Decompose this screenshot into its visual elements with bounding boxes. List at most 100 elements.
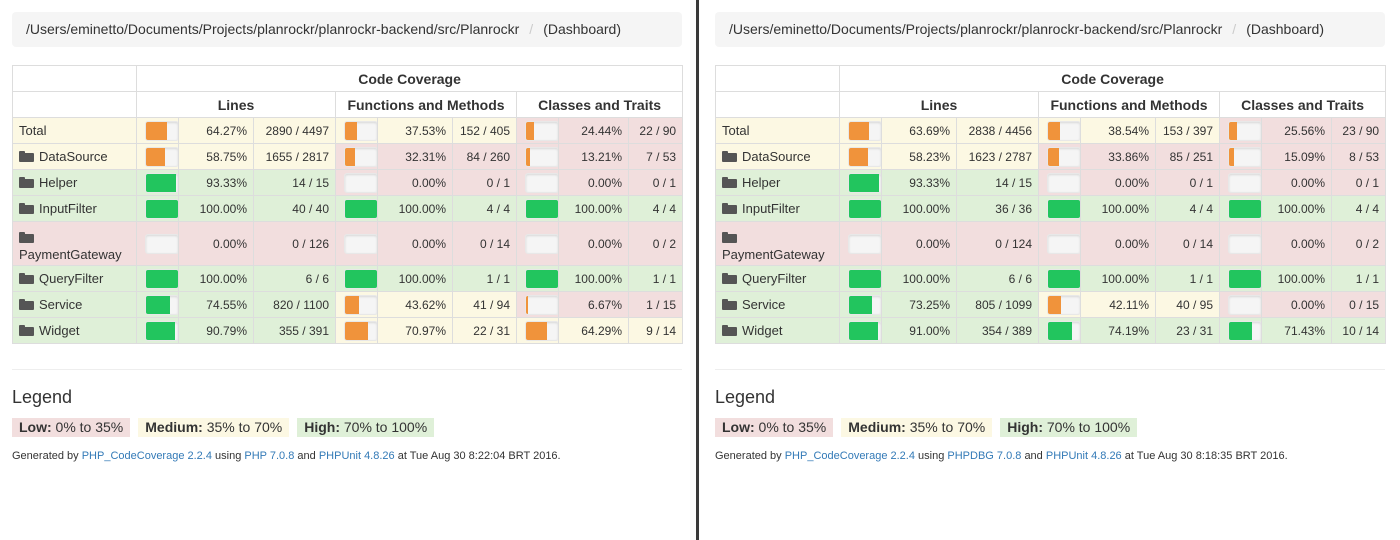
lines-percent: 0.00% <box>178 221 254 266</box>
directory-link[interactable]: Widget <box>742 323 783 338</box>
lines-progress-cell <box>839 265 882 292</box>
lines-count: 6 / 6 <box>253 265 336 292</box>
coverage-table: Code Coverage Lines Functions and Method… <box>12 65 684 344</box>
lines-count: 36 / 36 <box>956 195 1039 222</box>
directory-link[interactable]: Helper <box>742 175 781 190</box>
row-name-cell[interactable]: Service <box>12 291 137 318</box>
breadcrumb-path-link[interactable]: /Users/eminetto/Documents/Projects/planr… <box>729 21 1223 37</box>
directory-link[interactable]: Helper <box>39 175 78 190</box>
directory-link[interactable]: QueryFilter <box>39 271 104 286</box>
row-name-cell[interactable]: InputFilter <box>715 195 840 222</box>
row-name-cell[interactable]: PaymentGateway <box>12 221 137 266</box>
header-code-coverage: Code Coverage <box>135 65 684 92</box>
breadcrumb-separator: / <box>529 21 534 37</box>
row-label: Total <box>722 123 750 138</box>
directory-link[interactable]: QueryFilter <box>742 271 807 286</box>
progress-bar <box>145 120 179 141</box>
classes-count: 1 / 1 <box>1330 265 1387 292</box>
lines-percent: 73.25% <box>881 291 957 318</box>
progress-fill <box>849 269 881 288</box>
classes-count: 23 / 90 <box>1330 117 1387 144</box>
lines-percent: 93.33% <box>178 169 254 196</box>
lines-progress-cell <box>839 143 882 170</box>
progress-bar <box>344 233 378 254</box>
row-name-cell[interactable]: QueryFilter <box>12 265 137 292</box>
folder-open-icon <box>722 232 737 243</box>
phpunit-link[interactable]: PHPUnit 4.8.26 <box>1045 450 1122 462</box>
header-classes: Classes and Traits <box>1218 91 1387 118</box>
directory-link[interactable]: DataSource <box>39 149 108 164</box>
generator-link[interactable]: PHP_CodeCoverage 2.2.4 <box>81 450 212 462</box>
row-name-cell[interactable]: DataSource <box>12 143 137 170</box>
runtime-link[interactable]: PHP 7.0.8 <box>244 450 295 462</box>
lines-percent: 100.00% <box>881 265 957 292</box>
header-code-coverage: Code Coverage <box>838 65 1387 92</box>
breadcrumb: /Users/eminetto/Documents/Projects/planr… <box>12 12 682 47</box>
row-name-cell[interactable]: InputFilter <box>12 195 137 222</box>
table-row: InputFilter 100.00% 40 / 40 100.00% 4 / 4 100… <box>12 195 684 222</box>
row-name-cell[interactable]: Helper <box>12 169 137 196</box>
funcs-count: 0 / 14 <box>452 221 517 266</box>
funcs-percent: 74.19% <box>1080 317 1156 344</box>
funcs-count: 1 / 1 <box>1155 265 1220 292</box>
progress-bar <box>344 320 378 341</box>
progress-bar <box>145 198 179 219</box>
lines-progress-cell <box>136 195 179 222</box>
progress-bar <box>1047 268 1081 289</box>
lines-count: 1623 / 2787 <box>956 143 1039 170</box>
classes-percent: 0.00% <box>558 221 629 266</box>
folder-open-icon <box>722 273 737 284</box>
directory-link[interactable]: Widget <box>39 323 80 338</box>
phpunit-link[interactable]: PHPUnit 4.8.26 <box>318 450 395 462</box>
directory-link[interactable]: InputFilter <box>39 201 97 216</box>
progress-fill <box>1048 121 1061 140</box>
progress-fill <box>345 269 377 288</box>
row-name-cell[interactable]: Widget <box>715 317 840 344</box>
row-name-cell[interactable]: Helper <box>715 169 840 196</box>
lines-count: 805 / 1099 <box>956 291 1039 318</box>
row-name-cell[interactable]: QueryFilter <box>715 265 840 292</box>
runtime-link[interactable]: PHPDBG 7.0.8 <box>947 450 1022 462</box>
classes-percent: 13.21% <box>558 143 629 170</box>
funcs-progress-cell <box>1038 291 1081 318</box>
lines-percent: 100.00% <box>178 265 254 292</box>
funcs-progress-cell <box>335 117 378 144</box>
breadcrumb-path-link[interactable]: /Users/eminetto/Documents/Projects/planr… <box>26 21 520 37</box>
row-name-cell[interactable]: PaymentGateway <box>715 221 840 266</box>
progress-fill <box>345 295 359 314</box>
progress-fill <box>849 121 870 140</box>
directory-link[interactable]: DataSource <box>742 149 811 164</box>
row-name-cell[interactable]: DataSource <box>715 143 840 170</box>
lines-count: 40 / 40 <box>253 195 336 222</box>
table-row: PaymentGateway 0.00% 0 / 126 0.00% 0 / 14 0.0… <box>12 221 684 266</box>
row-name-cell[interactable]: Service <box>715 291 840 318</box>
coverage-report-panel-right: /Users/eminetto/Documents/Projects/planr… <box>703 0 1399 540</box>
funcs-percent: 100.00% <box>1080 265 1156 292</box>
progress-bar <box>1228 146 1262 167</box>
classes-count: 4 / 4 <box>627 195 684 222</box>
progress-fill <box>849 321 879 340</box>
breadcrumb-current-page: (Dashboard) <box>1246 21 1325 37</box>
lines-progress-cell <box>136 291 179 318</box>
classes-percent: 100.00% <box>1261 265 1332 292</box>
directory-link[interactable]: Service <box>742 297 786 312</box>
lines-count: 0 / 124 <box>956 221 1039 266</box>
generator-link[interactable]: PHP_CodeCoverage 2.2.4 <box>784 450 915 462</box>
row-name-cell[interactable]: Widget <box>12 317 137 344</box>
progress-fill <box>849 199 881 218</box>
funcs-progress-cell <box>335 221 378 266</box>
lines-count: 0 / 126 <box>253 221 336 266</box>
lines-count: 354 / 389 <box>956 317 1039 344</box>
progress-bar <box>344 172 378 193</box>
lines-percent: 91.00% <box>881 317 957 344</box>
section-divider <box>715 369 1385 370</box>
progress-bar <box>1228 294 1262 315</box>
header-blank <box>715 65 840 92</box>
classes-count: 0 / 2 <box>627 221 684 266</box>
directory-link[interactable]: PaymentGateway <box>722 247 825 262</box>
progress-bar <box>525 320 559 341</box>
directory-link[interactable]: Service <box>39 297 83 312</box>
table-row: Widget 91.00% 354 / 389 74.19% 23 / 31 71.43%… <box>715 317 1387 344</box>
directory-link[interactable]: InputFilter <box>742 201 800 216</box>
directory-link[interactable]: PaymentGateway <box>19 247 122 262</box>
